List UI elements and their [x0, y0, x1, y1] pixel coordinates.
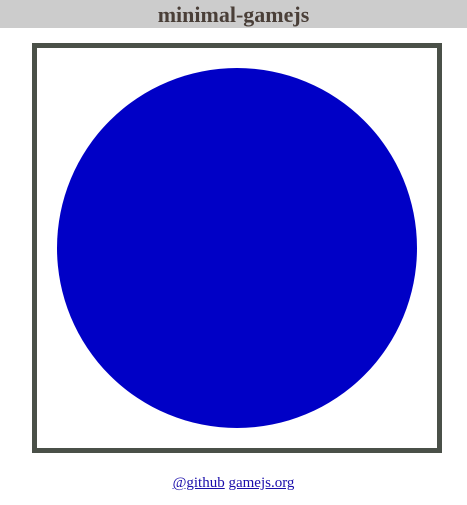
game-frame: [32, 43, 442, 453]
page-title: minimal-gamejs: [0, 0, 467, 28]
footer: @github gamejs.org: [0, 473, 467, 493]
gamejs-org-link[interactable]: gamejs.org: [228, 475, 295, 491]
blue-ball: [57, 68, 417, 428]
game-canvas[interactable]: [37, 48, 437, 448]
github-link[interactable]: @github: [172, 475, 225, 491]
